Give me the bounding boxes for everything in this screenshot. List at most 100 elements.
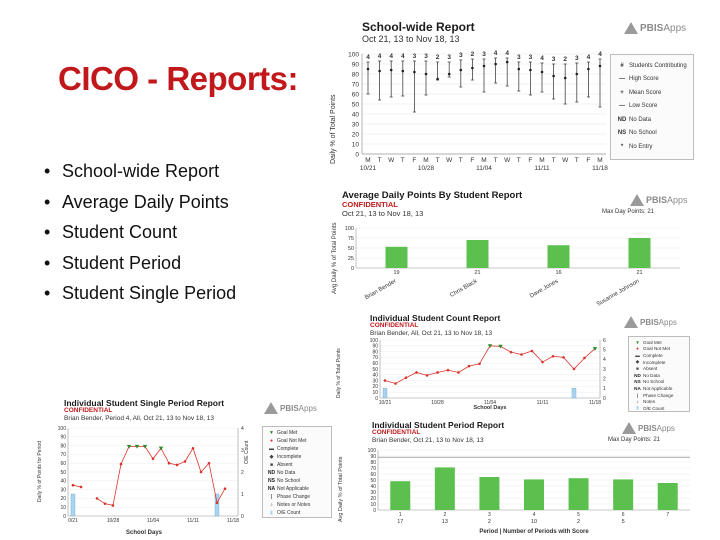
single-period-chart: 0 10 20 30 40 50 60 70 80 90 100 0 1 2 3 4 0/21 10/28 11/0… [58, 426, 244, 536]
goal-not-met-marker [167, 461, 171, 465]
bar-count-label: 19 [393, 270, 399, 276]
period-count-label: 2 [577, 519, 580, 525]
legend-label: Goal Met [277, 430, 298, 436]
legend-item: ■ Absent [266, 461, 328, 469]
x-tick-weekday: W [504, 157, 511, 164]
avg-daily-confidential: CONFIDENTIAL [342, 200, 398, 209]
legend-label: Not Applicable [277, 486, 309, 492]
schoolwide-title: School-wide Report [362, 20, 475, 34]
legend-item: ▬ Complete [266, 445, 328, 453]
goal-met-marker [134, 444, 140, 449]
score-line [96, 446, 226, 506]
y2-tick-label: 3 [603, 367, 606, 373]
legend-item: ▬ Complete [632, 352, 686, 359]
y-tick-label: 40 [60, 479, 66, 485]
goal-not-met-marker [183, 460, 187, 463]
y2-tick-label: 2 [603, 376, 606, 382]
bar [466, 240, 489, 268]
y-tick-label: 90 [372, 344, 378, 350]
legend-symbol-icon: ● [269, 438, 274, 444]
student-count-panel: Individual Student Count Report CONFIDEN… [334, 312, 702, 412]
period-count-label: 5 [622, 519, 625, 525]
legend-item: NA Not Applicable [266, 485, 328, 493]
x-tick-weekday: F [470, 157, 474, 164]
legend-label: Absent [643, 366, 658, 372]
y2-tick-label: 0 [241, 514, 244, 520]
x-tick-weekday: M [423, 157, 428, 164]
goal-not-met-marker [383, 379, 387, 382]
y-tick-label: 100 [348, 52, 359, 59]
y-tick-label: 10 [370, 502, 376, 508]
category-label: Brian Bender [364, 279, 397, 302]
y-tick-label: 10 [372, 390, 378, 396]
period-label: 4 [533, 512, 536, 518]
bar-count-label: 21 [636, 270, 642, 276]
legend-symbol-icon: ▬ [635, 352, 640, 358]
students-contributing-label: 4 [494, 50, 498, 57]
goal-not-met-marker [199, 470, 203, 474]
avg-daily-subtitle: Oct 21, 13 to Nov 18, 13 [342, 209, 424, 218]
students-contributing-label: 3 [529, 54, 533, 61]
period-count-label: 2 [488, 519, 491, 525]
goal-met-marker [142, 444, 148, 449]
bullet-item: • Student Period [44, 252, 182, 273]
category-label: Dave Jones [529, 279, 559, 300]
goal-met-marker [592, 347, 598, 351]
goal-met-marker [487, 344, 493, 348]
period-xlabel: Period | Number of Periods with Score [479, 529, 589, 535]
schoolwide-ylabel: Daily % of Total Points [330, 94, 337, 164]
legend-symbol-icon: ▼ [635, 339, 640, 345]
mean-score-point [413, 70, 416, 74]
y-tick-label: 100 [368, 448, 377, 454]
y-tick-label: 0 [355, 152, 359, 159]
legend-item: ◆ Incomplete [632, 359, 686, 366]
x-tick-date: 11/11 [534, 165, 550, 172]
students-contributing-label: 4 [505, 50, 509, 57]
schoolwide-report-panel: School-wide Report Oct 21, 13 to Nov 18,… [324, 14, 720, 184]
goal-met-marker [126, 444, 132, 449]
mean-score-point [447, 72, 451, 76]
legend-item: ND No Data [615, 113, 689, 127]
legend-symbol-icon: | [270, 494, 273, 500]
period-label: 5 [577, 512, 580, 518]
legend-label: No Data [629, 116, 652, 123]
y-tick-label: 20 [60, 496, 66, 502]
y-tick-label: 100 [370, 338, 379, 344]
students-contributing-label: 3 [424, 53, 428, 60]
legend-symbol: — [619, 76, 625, 83]
y2-tick-label: 1 [603, 386, 606, 392]
legend-symbol-icon: ▼ [269, 430, 274, 436]
legend-label: O/E Count [277, 510, 301, 516]
bar [568, 478, 589, 510]
goal-not-met-marker [404, 376, 408, 379]
period-max-note: Max Day Points: 21 [608, 437, 661, 443]
slide-title: CICO - Reports: [58, 60, 299, 97]
avg-daily-title: Average Daily Points By Student Report [342, 190, 523, 201]
students-contributing-label: 4 [366, 54, 370, 61]
legend-item: ▼ Goal Met [266, 429, 328, 437]
y2-tick-label: 4 [603, 357, 606, 363]
students-contributing-label: 3 [447, 54, 451, 61]
pbisapps-logo: PBIS Apps [630, 194, 688, 206]
legend-label: No School [629, 130, 657, 137]
y-tick-label: 20 [352, 132, 360, 139]
y-tick-label: 90 [352, 62, 360, 69]
bullet-item: • Student Single Period [44, 283, 237, 303]
legend-symbol: — [619, 103, 625, 110]
schoolwide-legend: # Students Contributing — High Score + Mean S… [610, 54, 694, 160]
x-tick-date: 11/04 [147, 518, 159, 524]
y-tick-label: 50 [372, 367, 378, 373]
goal-not-met-marker [436, 371, 439, 374]
legend-label: No Data [643, 372, 660, 378]
bullet-item: • Average Daily Points [44, 191, 229, 212]
bar [434, 467, 455, 510]
x-tick-date: 11/11 [187, 518, 199, 524]
goal-not-met-marker [572, 367, 576, 371]
single-period-confidential: CONFIDENTIAL [64, 407, 113, 414]
schoolwide-chart: 0 10 20 30 40 50 60 70 80 90 100 4 M 4 T 4 W 4 T 3 F 3 M 2 T 3 W 3 T… [348, 50, 608, 172]
y-tick-label: 50 [352, 102, 360, 109]
x-tick-weekday: M [481, 157, 486, 164]
schoolwide-subtitle: Oct 21, 13 to Nov 18, 13 [362, 34, 460, 44]
mean-score-point [575, 72, 579, 76]
y-tick-label: 50 [370, 478, 376, 484]
